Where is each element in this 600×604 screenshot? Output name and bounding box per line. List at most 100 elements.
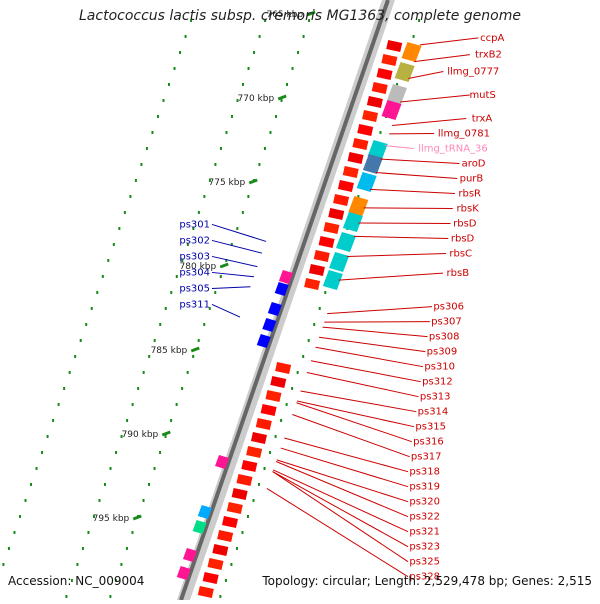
guide-dot [91,307,93,310]
cds-forward [198,586,214,598]
accession-text: Accession: NC_009004 [8,574,144,588]
guide-dot [121,435,123,438]
cds-forward [270,376,286,388]
guide-dot [82,547,84,550]
cds-inner [402,42,422,62]
gene-label[interactable]: ps310 [424,362,455,373]
gene-label[interactable]: ps305 [179,283,210,294]
gene-label[interactable]: ccpA [480,33,504,44]
gene-label[interactable]: rbsK [457,204,480,215]
guide-dot [168,83,170,86]
gene-label[interactable]: rbsR [458,189,481,200]
cds-forward [381,54,397,66]
gene-label[interactable]: ps312 [422,377,453,388]
gene-label[interactable]: purB [460,174,484,185]
gene-label[interactable]: ps322 [409,512,440,523]
guide-dot [269,131,271,134]
guide-dot [242,211,244,214]
gene-leader-line [370,189,455,193]
gene-leader-line [212,304,240,317]
gene-label[interactable]: llmg_tRNA_36 [418,144,488,155]
gene-label[interactable]: ps317 [411,452,442,463]
guide-dot [2,563,4,566]
gene-leader-line [212,224,266,241]
guide-dot [203,323,205,326]
gene-label[interactable]: ps323 [409,542,440,553]
guide-dot [308,339,310,342]
gene-label[interactable]: ps313 [420,392,451,403]
gene-leader-line [392,119,466,126]
gene-leader-line [339,273,443,280]
cds-forward [251,432,267,444]
guide-dot [129,195,131,198]
gene-leader-line [319,337,425,351]
cds-forward [217,530,233,542]
gene-leader-line [376,173,457,179]
guide-dot [165,435,167,438]
gene-label[interactable]: rbsD [453,219,477,230]
guide-dot [146,147,148,150]
cds-inner [357,172,377,192]
gene-leader-line [212,287,250,289]
guide-dot [236,227,238,230]
gene-label[interactable]: ps307 [431,317,462,328]
guide-dot [219,595,221,598]
gene-leader-line [354,236,448,238]
gene-label[interactable]: aroD [462,159,486,170]
gene-label[interactable]: ps311 [179,299,210,310]
guide-dot [170,419,172,422]
guide-dot [237,99,239,102]
gene-label[interactable]: ps316 [413,437,444,448]
guide-dot [286,403,288,406]
guide-dot [93,515,95,518]
guide-dot [302,355,304,358]
gene-leader-line [408,71,443,78]
cds-forward [212,544,228,556]
guide-dot [104,483,106,486]
gene-label[interactable]: ps320 [409,497,440,508]
tick-mark [278,96,286,99]
gene-label[interactable]: ps321 [409,527,440,538]
gene-label[interactable]: llmg_0777 [447,66,499,77]
gene-label[interactable]: rbsC [449,249,472,260]
guide-dot [137,515,139,518]
cds-forward [386,40,402,52]
gene-label[interactable]: llmg_0781 [438,129,490,140]
guide-dot [113,243,115,246]
guide-dot [198,211,200,214]
cds-forward [352,138,368,150]
gene-label[interactable]: ps303 [179,251,210,262]
cds-forward [367,96,383,108]
cds-forward [246,446,262,458]
guide-dot [225,131,227,134]
gene-label[interactable]: trxB2 [475,50,502,61]
guide-dot [179,51,181,54]
gene-label[interactable]: ps325 [409,557,440,568]
gene-label[interactable]: ps315 [415,422,446,433]
gene-label[interactable]: rbsD [451,234,475,245]
cds-forward [309,264,325,276]
gene-label[interactable]: trxA [472,114,493,125]
gene-leader-line [267,488,408,576]
gene-label[interactable]: ps306 [433,302,464,313]
cds-forward [256,418,272,430]
guide-dot [148,483,150,486]
gene-label[interactable]: rbsB [447,268,470,279]
gene-label[interactable]: ps301 [179,219,210,230]
cds-forward [265,390,281,402]
gene-leader-line [276,462,408,517]
cds-forward [348,152,364,164]
guide-dot [253,51,255,54]
gene-label[interactable]: ps309 [427,347,458,358]
cds-forward [338,180,354,192]
guide-dot [107,259,109,262]
gene-label[interactable]: ps319 [409,482,440,493]
gene-label[interactable]: ps308 [429,332,460,343]
gene-label[interactable]: ps314 [418,407,449,418]
guide-dot [313,323,315,326]
gene-label[interactable]: ps302 [179,235,210,246]
gene-label[interactable]: ps304 [179,267,210,278]
gene-label[interactable]: ps318 [409,467,440,478]
guide-dot [174,67,176,70]
gene-label[interactable]: mutS [469,90,495,101]
